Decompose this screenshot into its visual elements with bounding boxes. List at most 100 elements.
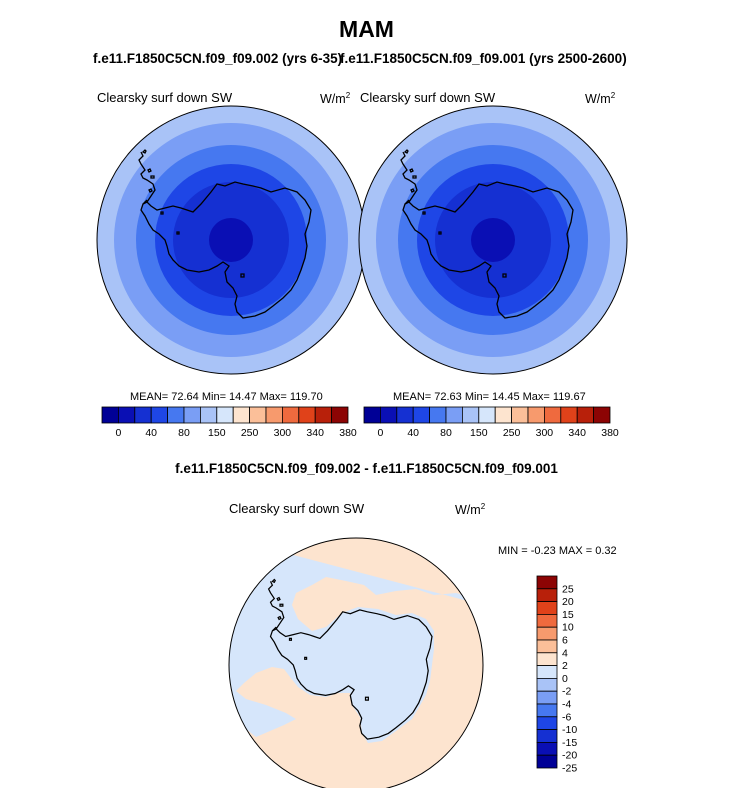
right-map-border xyxy=(358,105,628,375)
right-colorbar: 0 40 80 150 250 300 340 380 xyxy=(363,406,619,439)
left-polar-map xyxy=(96,105,366,375)
diff-variable-label: Clearsky surf down SW xyxy=(229,501,365,516)
right-colorbar-swatch-7 xyxy=(478,406,496,424)
right-colorbar-swatch-6 xyxy=(461,406,480,424)
left-colorbar-tick-label: 250 xyxy=(241,427,259,439)
right-colorbar-swatch-3 xyxy=(412,406,431,424)
left-colorbar-swatch-0 xyxy=(101,406,119,424)
left-colorbar: 0 40 80 150 250 300 340 380 xyxy=(101,406,357,439)
difference-colorbar-swatch-12 xyxy=(536,729,558,743)
difference-colorbar-tick-label: -15 xyxy=(562,737,577,749)
left-colorbar-swatch-2 xyxy=(134,406,152,424)
left-stats: MEAN= 72.64 Min= 14.47 Max= 119.70 xyxy=(130,391,323,403)
right-colorbar-swatch-2 xyxy=(396,406,414,424)
right-polar-map xyxy=(358,105,628,375)
difference-colorbar-swatch-5 xyxy=(536,639,558,654)
difference-polar-map xyxy=(228,537,484,788)
diff-map-border xyxy=(228,537,484,788)
right-colorbar-tick-label: 380 xyxy=(601,427,619,439)
difference-colorbar-swatch-1 xyxy=(536,588,558,602)
difference-colorbar-tick-label: -10 xyxy=(562,724,577,736)
left-colorbar-swatch-13 xyxy=(314,406,333,424)
right-colorbar-tick-label: 0 xyxy=(377,427,383,439)
left-colorbar-swatch-12 xyxy=(298,406,316,424)
left-colorbar-tick-label: 0 xyxy=(115,427,121,439)
left-colorbar-tick-label: 40 xyxy=(145,427,157,439)
left-variable-label: Clearsky surf down SW xyxy=(97,90,233,105)
right-stats: MEAN= 72.63 Min= 14.45 Max= 119.67 xyxy=(393,391,586,403)
diff-map-fill xyxy=(229,538,483,788)
difference-colorbar-tick-label: -4 xyxy=(562,699,571,711)
left-colorbar-tick-label: 80 xyxy=(178,427,190,439)
right-colorbar-swatch-11 xyxy=(544,406,562,424)
left-units-label: W/m2 xyxy=(320,91,351,107)
difference-colorbar-swatch-4 xyxy=(536,626,558,641)
right-case-title: f.e11.F1850C5CN.f09_f09.001 (yrs 2500-26… xyxy=(340,51,627,66)
difference-colorbar-tick-label: 6 xyxy=(562,635,568,647)
right-colorbar-tick-label: 40 xyxy=(407,427,419,439)
difference-colorbar-swatch-8 xyxy=(536,678,558,692)
right-units-label: W/m2 xyxy=(585,91,616,107)
difference-colorbar-tick-label: 25 xyxy=(562,583,574,595)
right-colorbar-swatch-8 xyxy=(494,406,513,424)
left-colorbar-swatch-8 xyxy=(232,406,250,424)
right-colorbar-tick-label: 80 xyxy=(440,427,452,439)
left-colorbar-swatch-7 xyxy=(216,406,234,424)
difference-colorbar-swatch-2 xyxy=(536,601,558,615)
right-colorbar-tick-label: 150 xyxy=(470,427,488,439)
left-colorbar-tick-label: 300 xyxy=(274,427,292,439)
right-colorbar-swatch-1 xyxy=(379,406,398,424)
difference-colorbar-tick-label: 4 xyxy=(562,647,568,659)
left-colorbar-tick-label: 150 xyxy=(208,427,226,439)
difference-colorbar-tick-label: -6 xyxy=(562,711,571,723)
difference-colorbar-tick-label: -2 xyxy=(562,686,571,698)
right-colorbar-swatch-10 xyxy=(527,406,545,424)
left-colorbar-swatch-4 xyxy=(167,406,185,424)
right-colorbar-swatch-0 xyxy=(363,406,381,424)
difference-title: f.e11.F1850C5CN.f09_f09.002 - f.e11.F185… xyxy=(175,461,558,476)
left-colorbar-swatch-10 xyxy=(265,406,283,424)
right-map-fill xyxy=(359,106,627,374)
difference-colorbar-swatch-3 xyxy=(536,614,558,628)
right-colorbar-swatch-13 xyxy=(576,406,595,424)
difference-colorbar-tick-label: 10 xyxy=(562,622,574,634)
left-colorbar-tick-label: 340 xyxy=(306,427,324,439)
difference-colorbar-swatch-6 xyxy=(536,652,558,666)
difference-colorbar-tick-label: 20 xyxy=(562,596,574,608)
left-case-title: f.e11.F1850C5CN.f09_f09.002 (yrs 6-35) xyxy=(93,51,343,66)
right-colorbar-swatch-5 xyxy=(445,406,463,424)
difference-colorbar-tick-label: 0 xyxy=(562,673,568,685)
left-colorbar-swatch-1 xyxy=(118,406,136,424)
right-variable-label: Clearsky surf down SW xyxy=(360,90,496,105)
right-colorbar-tick-label: 300 xyxy=(536,427,554,439)
left-colorbar-swatch-9 xyxy=(249,406,267,424)
difference-colorbar-swatch-13 xyxy=(536,742,558,756)
difference-colorbar-tick-label: -20 xyxy=(562,750,577,762)
difference-colorbar-swatch-9 xyxy=(536,690,558,705)
diff-units-label: W/m2 xyxy=(455,502,486,518)
left-map-fill xyxy=(97,106,365,374)
right-colorbar-tick-label: 340 xyxy=(568,427,586,439)
difference-colorbar-swatch-0 xyxy=(536,575,558,590)
right-colorbar-swatch-4 xyxy=(429,406,447,424)
right-colorbar-swatch-12 xyxy=(560,406,578,424)
difference-colorbar-swatch-11 xyxy=(536,716,558,730)
season-title: MAM xyxy=(339,16,394,42)
right-colorbar-swatch-14 xyxy=(593,406,611,424)
left-colorbar-swatch-3 xyxy=(150,406,168,424)
difference-colorbar-swatch-7 xyxy=(536,665,558,679)
left-colorbar-swatch-6 xyxy=(199,406,218,424)
left-colorbar-swatch-14 xyxy=(331,406,349,424)
left-colorbar-swatch-11 xyxy=(281,406,300,424)
left-colorbar-tick-label: 380 xyxy=(339,427,357,439)
difference-colorbar-tick-label: 15 xyxy=(562,609,574,621)
right-colorbar-tick-label: 250 xyxy=(503,427,521,439)
left-colorbar-swatch-5 xyxy=(183,406,201,424)
difference-colorbar-swatch-14 xyxy=(536,754,558,769)
right-colorbar-swatch-9 xyxy=(511,406,529,424)
difference-colorbar-swatch-10 xyxy=(536,703,558,718)
diff-minmax-stats: MIN = -0.23 MAX = 0.32 xyxy=(498,545,617,557)
difference-colorbar-tick-label: 2 xyxy=(562,660,568,672)
